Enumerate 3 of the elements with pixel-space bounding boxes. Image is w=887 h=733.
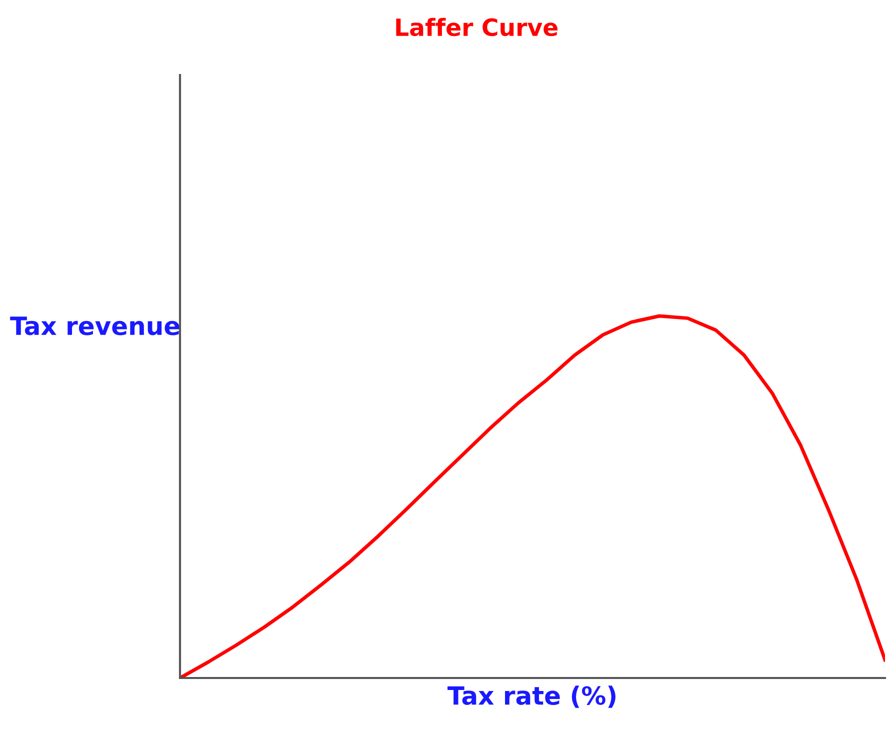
chart-title: Laffer Curve: [396, 18, 558, 36]
x-axis-title: Tax rate (%): [448, 686, 616, 708]
y-axis-title: Tax revenue: [10, 316, 180, 336]
